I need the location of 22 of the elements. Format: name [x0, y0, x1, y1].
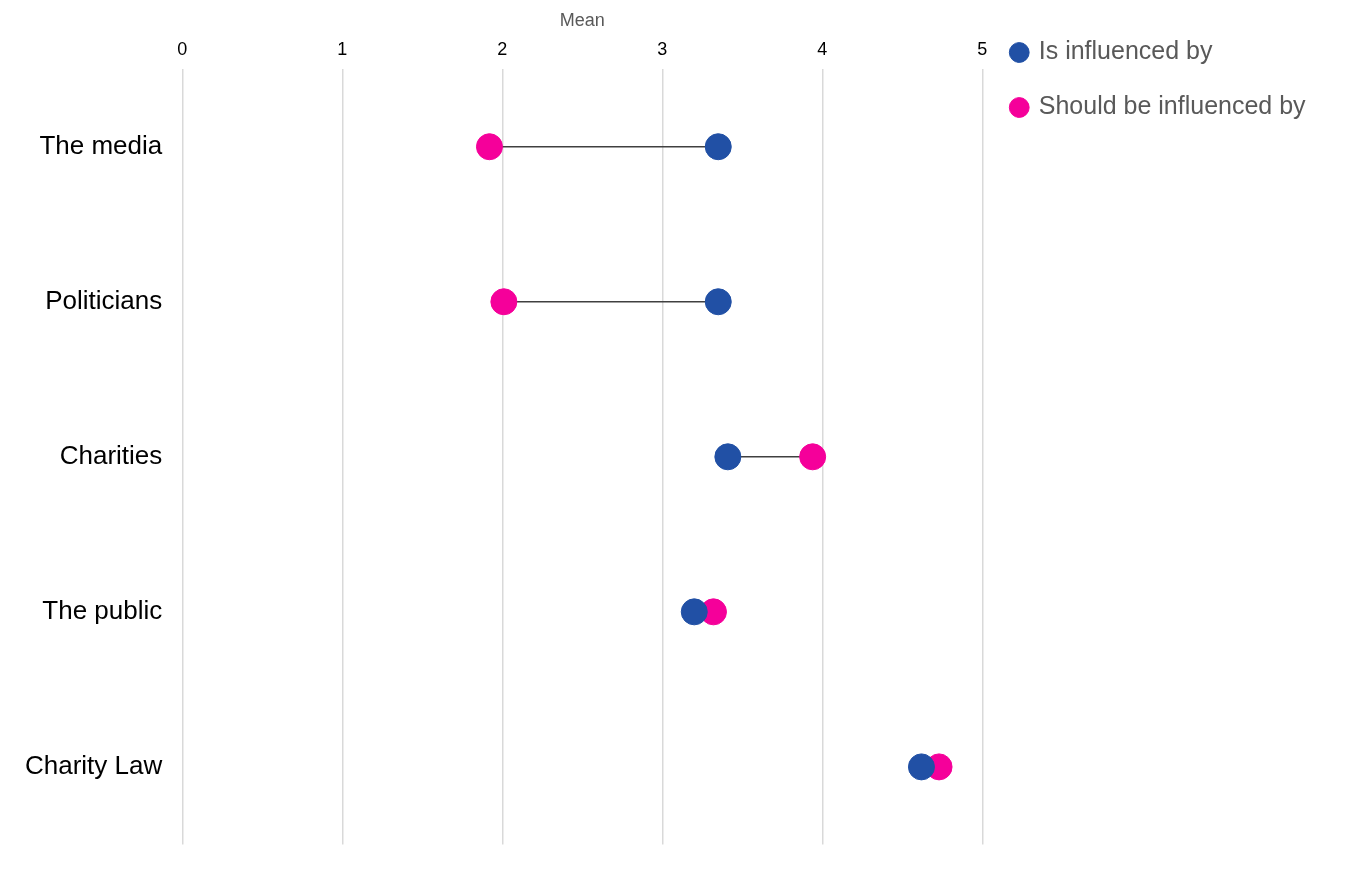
point: [704, 288, 732, 316]
y-tick-label: The media: [39, 129, 163, 160]
point: [799, 443, 827, 471]
x-tick-label: 1: [337, 39, 348, 60]
point: [680, 598, 708, 626]
legend-label: Should be influenced by: [1038, 91, 1307, 120]
x-tick-label: 0: [177, 39, 188, 60]
point: [907, 753, 935, 781]
y-tick-label: Charities: [59, 439, 163, 470]
x-tick-label: 4: [817, 39, 828, 60]
y-tick-label: The public: [42, 595, 163, 626]
x-tick-label: 5: [977, 39, 988, 60]
legend-label: Is influenced by: [1038, 36, 1213, 65]
x-tick-label: 3: [657, 39, 668, 60]
x-tick-label: 2: [497, 39, 508, 60]
y-tick-label: Charity Law: [24, 750, 163, 781]
point: [475, 133, 503, 161]
point: [704, 133, 732, 161]
point: [714, 443, 742, 471]
x-axis-title: Mean: [559, 9, 605, 30]
point: [490, 288, 518, 316]
y-tick-label: Politicians: [45, 284, 163, 315]
